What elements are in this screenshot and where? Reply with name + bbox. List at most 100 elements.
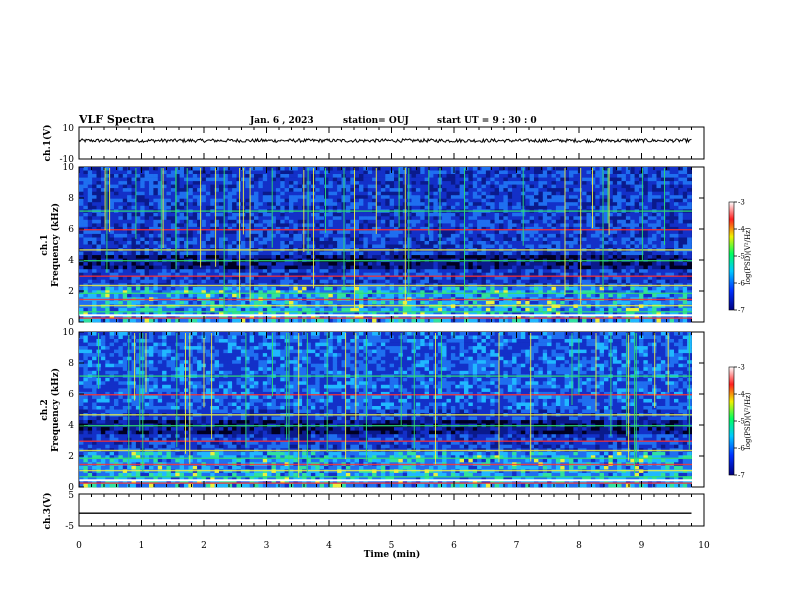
spectrogram-cell [227, 276, 233, 281]
spectrogram-cell [240, 307, 246, 312]
spectrogram-cell [153, 269, 159, 274]
spectrogram-cell [223, 279, 229, 284]
spectrogram-cell [468, 188, 474, 192]
spectrogram-cell [429, 304, 434, 309]
spectrogram-cell [472, 241, 478, 245]
spectrogram-cell [127, 272, 132, 277]
spectrogram-cell [420, 170, 426, 175]
spectrogram-cell [188, 177, 194, 182]
spectrogram-cell [271, 230, 277, 235]
spectrogram-cell [262, 184, 268, 189]
spectrogram-cell [472, 315, 478, 319]
spectrogram-cell [149, 290, 154, 295]
spectrogram-cell [547, 276, 552, 281]
spectrogram-cell [394, 191, 399, 196]
spectrogram-cell [306, 191, 312, 196]
spectrogram-cell [372, 202, 377, 207]
spectrogram-cell [315, 318, 321, 323]
spectrogram-cell [271, 181, 277, 185]
spectrogram-cell [275, 181, 281, 185]
spectrogram-cell [122, 315, 128, 319]
spectrogram-cell [210, 195, 216, 200]
spectrogram-cell [184, 272, 189, 277]
spectrogram-cell [446, 279, 452, 284]
spectrogram-cell [297, 167, 303, 171]
spectrogram-cell [499, 300, 504, 305]
spectrogram-cell [464, 311, 469, 316]
spectrogram-cell [210, 170, 216, 175]
spectrogram-cell [450, 177, 456, 182]
spectrogram-cell [442, 230, 447, 235]
spectrogram-cell [214, 244, 220, 249]
spectrogram-cell [306, 315, 312, 319]
spectrogram-cell [350, 300, 356, 305]
spectrogram-cell [83, 269, 89, 274]
spectrogram-cell [262, 304, 268, 309]
spectrogram-cell [555, 205, 561, 210]
spectrogram-cell [92, 233, 97, 238]
spectrogram-cell [315, 307, 321, 312]
spectrogram-cell [394, 181, 399, 185]
spectrogram-cell [560, 191, 566, 196]
spectrogram-cell [157, 272, 163, 277]
spectrogram-cell [569, 174, 574, 178]
spectrogram-cell [262, 205, 268, 210]
spectrogram-cell [236, 269, 242, 274]
spectrogram-cell [293, 315, 299, 319]
spectrogram-cell [284, 311, 290, 316]
spectrogram-cell [551, 307, 557, 312]
spectrogram-cell [459, 255, 465, 259]
spectrogram-cell [275, 195, 281, 200]
spectrogram-cell [424, 216, 430, 221]
spectrogram-cell [223, 181, 229, 185]
spectrogram-cell [297, 223, 303, 228]
spectrogram-cell [144, 290, 150, 295]
spectrogram-cell [184, 202, 189, 207]
spectrogram-cell [464, 188, 469, 192]
spectrogram-cell [223, 219, 229, 224]
spectrogram-cell [105, 304, 111, 309]
spectrogram-cell [109, 181, 115, 185]
spectrogram-cell [284, 276, 290, 281]
spectrogram-cell [385, 290, 391, 295]
spectrogram-cell [507, 300, 513, 305]
spectrogram-cell [415, 230, 421, 235]
spectrogram-cell [166, 293, 172, 298]
spectrogram-cell [380, 244, 386, 249]
spectrogram-cell [507, 177, 513, 182]
spectrogram-cell [363, 241, 369, 245]
spectrogram-cell [490, 311, 496, 316]
spectrogram-cell [389, 202, 395, 207]
spectrogram-cell [245, 191, 251, 196]
spectrogram-cell [442, 198, 447, 203]
spectrogram-cell [122, 290, 128, 295]
spectrogram-cell [149, 205, 154, 210]
spectrogram-cell [87, 226, 93, 231]
spectrogram-cell [350, 304, 356, 309]
spectrogram-cell [302, 290, 307, 295]
spectrogram-cell [525, 195, 531, 200]
spectrogram-cell [538, 311, 544, 316]
spectrogram-cell [100, 177, 106, 182]
spectrogram-cell [144, 202, 150, 207]
spectrogram-cell [236, 233, 242, 238]
spectrogram-cell [363, 167, 369, 171]
spectrogram-cell [468, 300, 474, 305]
spectrogram-cell [302, 223, 307, 228]
spectrogram-cell [100, 230, 106, 235]
spectrogram-cell [236, 290, 242, 295]
spectrogram-cell [415, 304, 421, 309]
spectrogram-cell [560, 212, 566, 217]
spectrogram-cell [394, 174, 399, 178]
spectrogram-cell [219, 198, 224, 203]
spectrogram-cell [468, 219, 474, 224]
spectrogram-cell [175, 265, 181, 270]
spectrogram-cell [472, 307, 478, 312]
spectrogram-cell [149, 311, 154, 316]
spectrogram-cell [424, 272, 430, 277]
spectrogram-cell [249, 167, 255, 171]
spectrogram-cell [175, 315, 181, 319]
spectrogram-cell [472, 191, 478, 196]
spectrogram-cell [485, 233, 491, 238]
spectrogram-cell [262, 315, 268, 319]
